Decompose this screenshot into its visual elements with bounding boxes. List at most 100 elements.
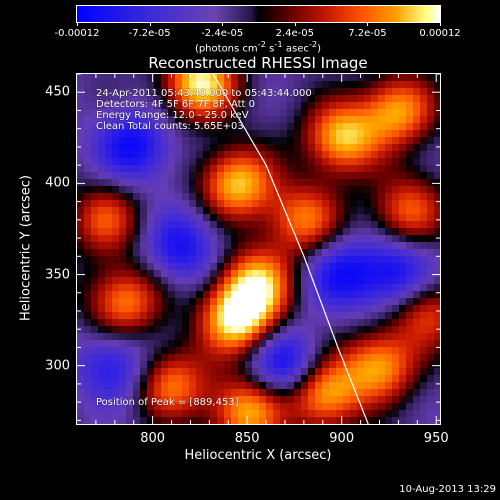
heatmap-cell <box>266 88 274 96</box>
heatmap-cell <box>245 410 253 418</box>
heatmap-cell <box>259 116 267 124</box>
heatmap-cell <box>119 123 127 131</box>
heatmap-cell <box>385 116 393 124</box>
heatmap-cell <box>315 305 323 313</box>
heatmap-cell <box>385 403 393 411</box>
heatmap-cell <box>231 158 239 166</box>
heatmap-cell <box>147 193 155 201</box>
heatmap-cell <box>399 375 407 383</box>
heatmap-cell <box>301 347 309 355</box>
heatmap-cell <box>203 319 211 327</box>
heatmap-cell <box>336 151 344 159</box>
heatmap-cell <box>196 298 204 306</box>
heatmap-cell <box>238 116 246 124</box>
heatmap-cell <box>154 151 162 159</box>
heatmap-cell <box>413 165 421 173</box>
heatmap-cell <box>371 102 379 110</box>
heatmap-cell <box>343 291 351 299</box>
heatmap-cell <box>357 270 365 278</box>
heatmap-cell <box>105 389 113 397</box>
heatmap-cell <box>406 284 414 292</box>
heatmap-cell <box>182 270 190 278</box>
heatmap-cell <box>343 340 351 348</box>
heatmap-cell <box>245 389 253 397</box>
heatmap-cell <box>231 326 239 334</box>
heatmap-cell <box>161 235 169 243</box>
heatmap-cell <box>203 333 211 341</box>
heatmap-cell <box>399 396 407 404</box>
heatmap-cell <box>371 347 379 355</box>
heatmap-cell <box>196 81 204 89</box>
heatmap-cell <box>280 326 288 334</box>
heatmap-cell <box>357 375 365 383</box>
heatmap-cell <box>112 221 120 229</box>
heatmap-cell <box>91 417 99 424</box>
heatmap-cell <box>147 116 155 124</box>
heatmap-cell <box>84 389 92 397</box>
heatmap-cell <box>119 319 127 327</box>
heatmap-cell <box>420 179 428 187</box>
heatmap-cell <box>119 151 127 159</box>
heatmap-cell <box>357 382 365 390</box>
heatmap-cell <box>336 305 344 313</box>
heatmap-cell <box>406 361 414 369</box>
heatmap-cell <box>175 81 183 89</box>
heatmap-cell <box>154 263 162 271</box>
heatmap-cell <box>210 333 218 341</box>
heatmap-cell <box>420 249 428 257</box>
heatmap-cell <box>427 403 435 411</box>
heatmap-cell <box>259 291 267 299</box>
heatmap-cell <box>392 312 400 320</box>
heatmap-cell <box>210 368 218 376</box>
heatmap-cell <box>294 410 302 418</box>
heatmap-cell <box>84 193 92 201</box>
heatmap-cell <box>259 298 267 306</box>
heatmap-cell <box>231 291 239 299</box>
heatmap-cell <box>434 375 440 383</box>
heatmap-cell <box>280 291 288 299</box>
heatmap-cell <box>238 361 246 369</box>
heatmap-cell <box>182 193 190 201</box>
heatmap-cell <box>175 109 183 117</box>
heatmap-cell <box>343 137 351 145</box>
heatmap-cell <box>84 375 92 383</box>
heatmap-cell <box>315 207 323 215</box>
heatmap-cell <box>84 410 92 418</box>
heatmap-cell <box>322 235 330 243</box>
heatmap-cell <box>105 382 113 390</box>
heatmap-cell <box>399 277 407 285</box>
heatmap-cell <box>413 130 421 138</box>
heatmap-cell <box>427 81 435 89</box>
heatmap-cell <box>266 354 274 362</box>
heatmap-cell <box>336 130 344 138</box>
heatmap-cell <box>126 417 134 424</box>
heatmap-cell <box>217 277 225 285</box>
heatmap-cell <box>287 249 295 257</box>
heatmap-cell <box>406 410 414 418</box>
heatmap-cell <box>196 340 204 348</box>
heatmap-cell <box>133 186 141 194</box>
heatmap-cell <box>77 368 85 376</box>
heatmap-cell <box>273 179 281 187</box>
heatmap-cell <box>420 186 428 194</box>
heatmap-cell <box>329 291 337 299</box>
heatmap-cell <box>224 256 232 264</box>
heatmap-cell <box>378 403 386 411</box>
heatmap-cell <box>392 228 400 236</box>
heatmap-cell <box>161 172 169 180</box>
heatmap-cell <box>413 417 421 424</box>
heatmap-cell <box>210 235 218 243</box>
heatmap-cell <box>301 375 309 383</box>
heatmap-cell <box>308 410 316 418</box>
heatmap-cell <box>161 270 169 278</box>
heatmap-cell <box>105 172 113 180</box>
heatmap-cell <box>175 326 183 334</box>
heatmap-cell <box>168 102 176 110</box>
heatmap-cell <box>273 403 281 411</box>
heatmap-cell <box>98 354 106 362</box>
heatmap-cell <box>329 403 337 411</box>
heatmap-cell <box>364 326 372 334</box>
heatmap-cell <box>203 375 211 383</box>
heatmap-cell <box>98 116 106 124</box>
heatmap-cell <box>273 88 281 96</box>
